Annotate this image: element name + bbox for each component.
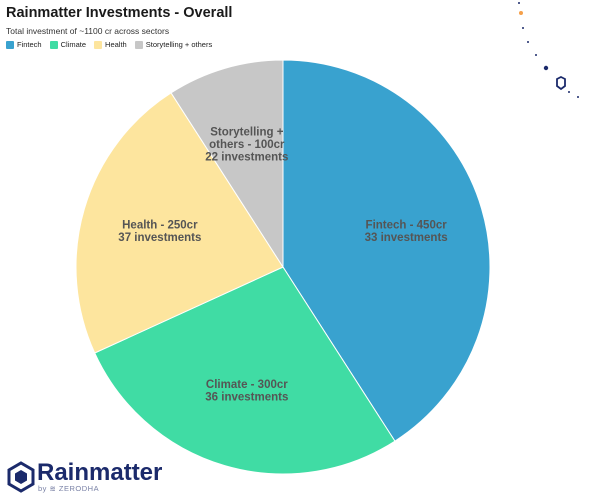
slice-data-label: others - 100cr — [209, 139, 285, 151]
chart-legend: Fintech Climate Health Storytelling + other… — [6, 40, 212, 49]
slice-data-label: 22 investments — [205, 151, 288, 163]
legend-swatch — [6, 40, 14, 49]
slice-data-label: Fintech - 450cr — [366, 220, 448, 232]
chart-title: Rainmatter Investments - Overall — [6, 5, 233, 21]
slice-data-label: 37 investments — [118, 232, 201, 244]
legend-label: Fintech — [17, 40, 42, 49]
zerodha-mark-icon: ≋ — [49, 484, 57, 493]
slice-data-label: Storytelling + — [210, 126, 283, 138]
slice-data-label: 33 investments — [365, 232, 448, 244]
brand-by: by — [38, 484, 47, 493]
slice-data-label: Health - 250cr — [122, 220, 198, 232]
slice-data-label: Climate - 300cr — [206, 379, 288, 391]
pie-slice-fintech[interactable] — [282, 59, 491, 442]
legend-label: Storytelling + others — [145, 40, 213, 49]
pie-slice-health[interactable] — [75, 92, 284, 354]
brand-company: ZERODHA — [58, 484, 100, 493]
slice-data-label: 36 investments — [205, 391, 288, 403]
legend-item[interactable]: Fintech — [6, 40, 42, 49]
legend-swatch — [134, 40, 143, 49]
legend-item[interactable]: Climate — [49, 40, 87, 49]
pie-slice-storytelling-others[interactable] — [170, 59, 284, 269]
rainmatter-logo-icon — [7, 461, 35, 493]
decorative-dots — [518, 2, 579, 98]
chart-subtitle: Total investment of ~1100 cr across sect… — [6, 26, 170, 36]
legend-swatch — [94, 40, 103, 49]
brand-name: Rainmatter — [37, 459, 163, 486]
legend-label: Health — [105, 40, 127, 49]
legend-item[interactable]: Health — [94, 40, 127, 49]
brand-subtext: by ≋ ZERODHA — [38, 484, 99, 493]
legend-swatch — [49, 40, 58, 49]
legend-label: Climate — [60, 40, 87, 49]
legend-item[interactable]: Storytelling + others — [134, 40, 213, 49]
